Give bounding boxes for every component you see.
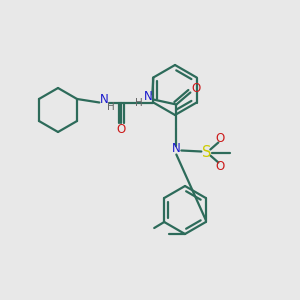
Text: S: S (202, 145, 211, 160)
Text: O: O (192, 82, 201, 95)
Text: O: O (117, 123, 126, 136)
Text: O: O (216, 160, 225, 173)
Text: H: H (107, 101, 115, 112)
Text: O: O (216, 132, 225, 145)
Text: N: N (100, 93, 109, 106)
Text: H: H (136, 98, 143, 109)
Text: N: N (172, 142, 181, 155)
Text: N: N (144, 90, 153, 103)
